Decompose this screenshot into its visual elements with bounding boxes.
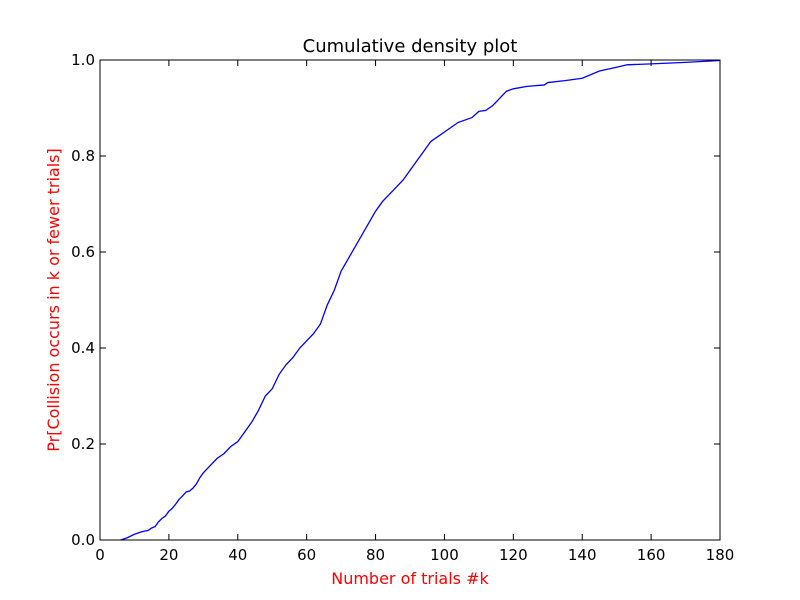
y-tick-label: 0.4: [71, 339, 95, 357]
x-tick-label: 20: [159, 546, 178, 564]
x-tick-label: 160: [637, 546, 666, 564]
x-tick-label: 180: [706, 546, 735, 564]
x-tick-label: 40: [228, 546, 247, 564]
y-tick-label: 0.0: [71, 531, 95, 549]
y-tick-label: 0.8: [71, 147, 95, 165]
x-axis: 0 20 40 60 80 100 120 140 160 180: [95, 60, 734, 564]
x-tick-label: 80: [366, 546, 385, 564]
y-axis-label: Pr[Collision occurs in k or fewer trials…: [44, 148, 63, 451]
x-tick-label: 60: [297, 546, 316, 564]
x-tick-label: 120: [499, 546, 528, 564]
x-tick-label: 0: [95, 546, 105, 564]
chart-title: Cumulative density plot: [303, 36, 518, 57]
plot-area: [120, 59, 721, 541]
cdf-series-line-0: [120, 59, 721, 541]
x-tick-label: 100: [430, 546, 459, 564]
axes-frame: [99, 59, 721, 541]
y-tick-label: 1.0: [71, 51, 95, 69]
y-tick-label: 0.6: [71, 243, 95, 261]
x-axis-label: Number of trials #k: [331, 569, 489, 588]
x-tick-label: 140: [568, 546, 597, 564]
y-axis: 0.0 0.2 0.4 0.6 0.8 1.0: [71, 51, 720, 549]
y-tick-label: 0.2: [71, 435, 95, 453]
